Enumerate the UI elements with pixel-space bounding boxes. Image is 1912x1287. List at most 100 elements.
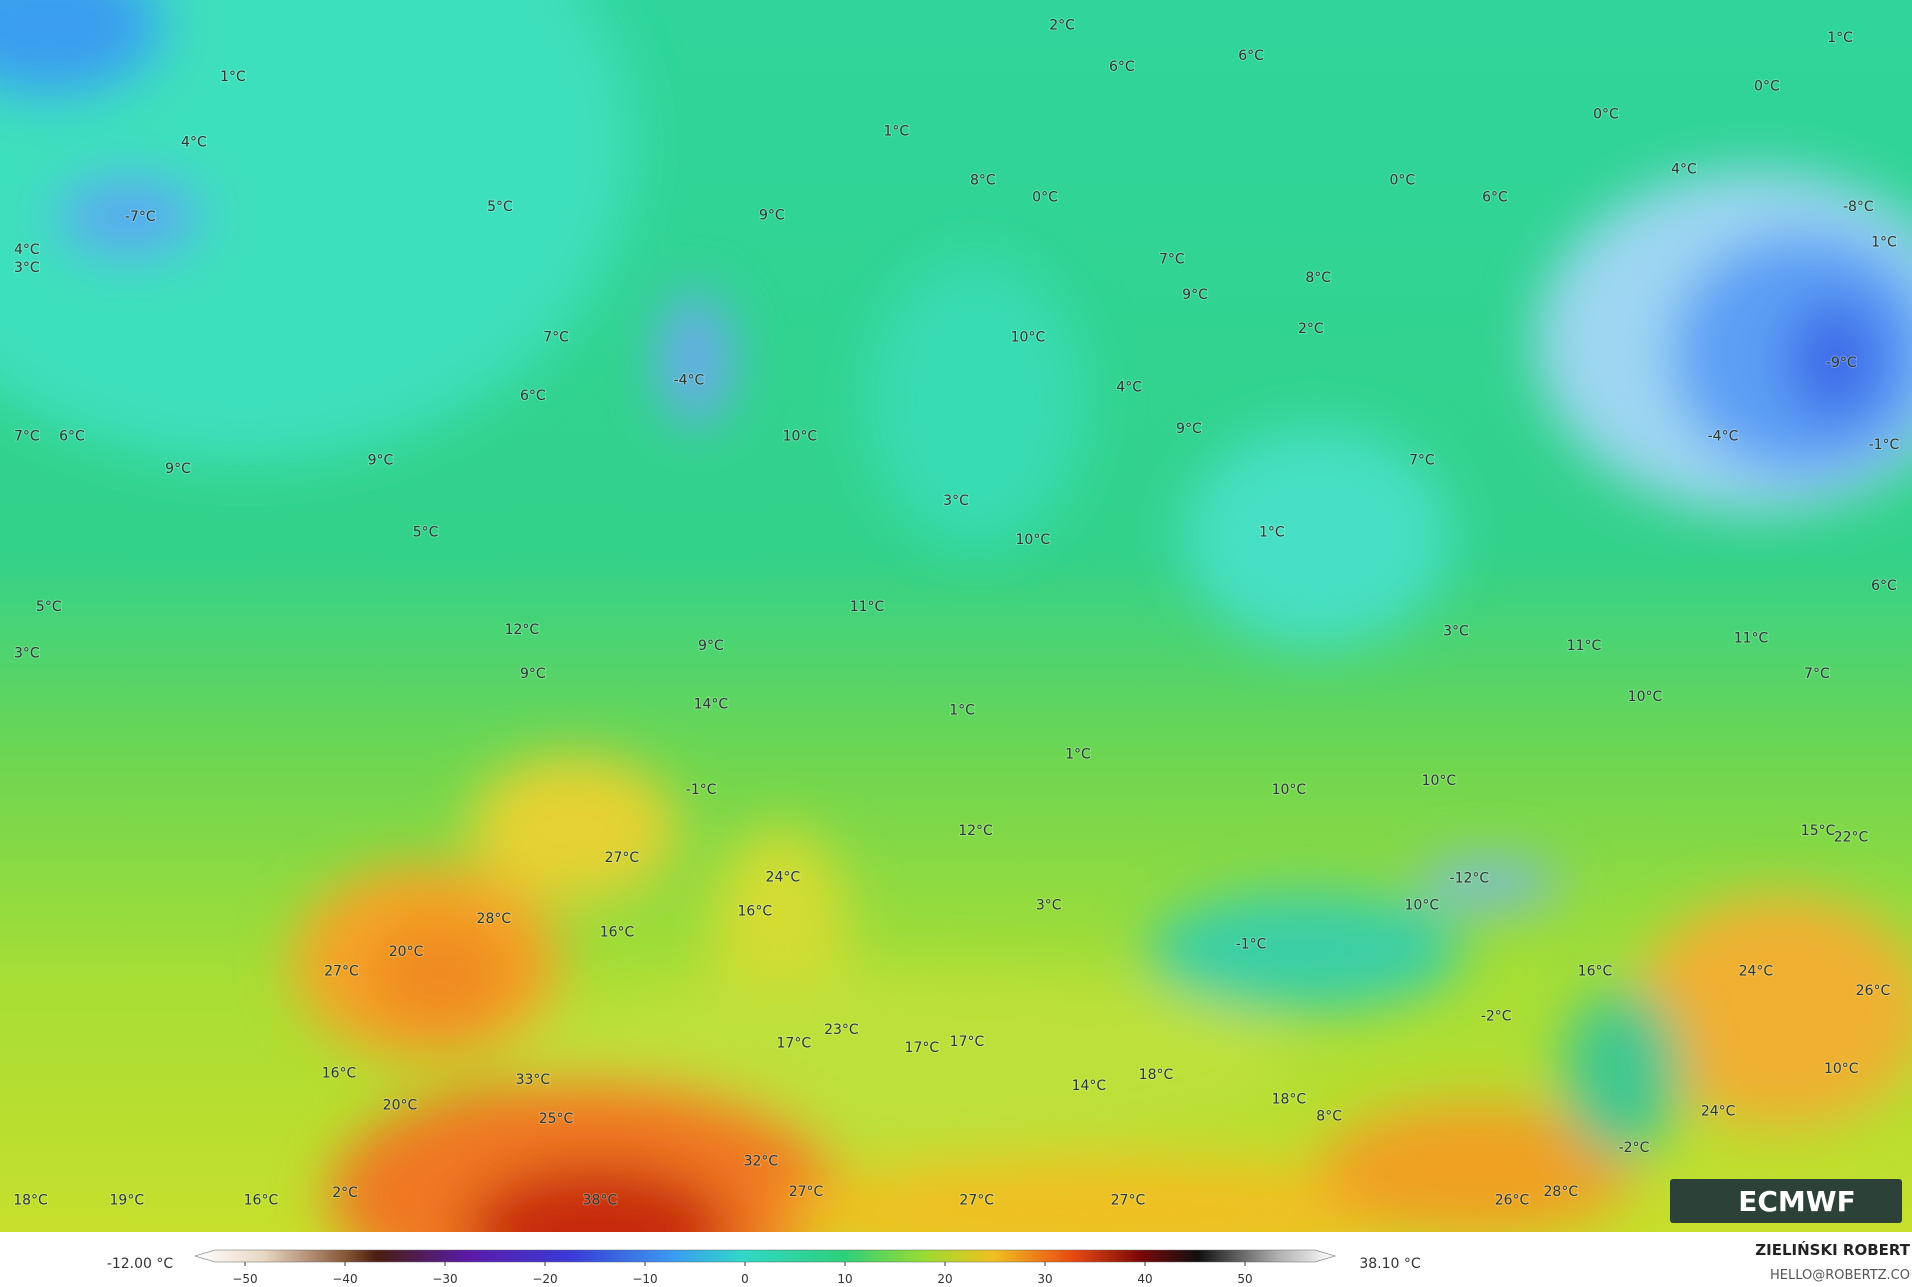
temperature-label: 3°C [943,493,969,509]
temperature-label: -1°C [1236,937,1267,953]
temperature-label: 27°C [959,1192,994,1208]
temperature-label: -2°C [1481,1008,1512,1024]
temperature-label: 24°C [766,870,801,886]
temperature-label: 0°C [1389,172,1415,188]
temperature-label: 20°C [389,944,424,960]
colorbar-tick-label: −10 [632,1272,657,1286]
temperature-label: 7°C [1159,252,1185,268]
temperature-label: 8°C [1305,270,1331,286]
temperature-label: 24°C [1739,963,1774,979]
colorbar-tick-label: −20 [532,1272,557,1286]
temperature-label: 7°C [1804,666,1830,682]
temperature-label: 1°C [1827,30,1853,46]
min-label: -12.00 °C [107,1256,174,1272]
colorbar [193,1249,1337,1263]
temperature-label: 10°C [1016,532,1051,548]
temperature-label: 1°C [1065,746,1091,762]
temperature-label: 9°C [1176,421,1202,437]
temperature-label: 7°C [1409,453,1435,469]
temperature-label: 15°C [1801,823,1836,839]
temperature-label: 3°C [14,645,40,661]
temperature-label: 3°C [1036,898,1062,914]
temperature-label: 10°C [1628,689,1663,705]
temperature-label: 8°C [1316,1108,1342,1124]
temperature-label: 2°C [1298,321,1324,337]
temperature-label: 33°C [516,1072,551,1088]
temperature-label: 1°C [1871,235,1897,251]
temperature-label: 1°C [1259,525,1285,541]
temperature-label: 14°C [694,696,729,712]
colorbar-tick-label: 40 [1137,1272,1152,1286]
temperature-label: 11°C [850,599,885,615]
temperature-label: -1°C [1869,437,1900,453]
temperature-label: 5°C [36,599,62,615]
temperature-label: 28°C [477,911,512,927]
colorbar-ticks: −50 −40 −30 −20 −10 0 10 20 30 40 50 [232,1262,1253,1286]
temperature-label: 10°C [1011,330,1046,346]
temperature-label: 27°C [789,1184,824,1200]
temperature-label: 18°C [1139,1067,1174,1083]
logo-box [1670,1179,1902,1223]
temperature-label: 6°C [59,428,85,444]
ecmwf-logo: ECMWF [1670,1179,1902,1223]
temperature-label: 7°C [14,428,40,444]
temperature-label: 16°C [244,1192,279,1208]
temperature-label: 18°C [1272,1091,1307,1107]
temperature-label: -7°C [125,209,156,225]
temperature-label: 2°C [1049,18,1075,34]
temperature-label: 16°C [322,1066,357,1082]
temperature-label: 9°C [165,461,191,477]
temperature-label: 28°C [1544,1184,1579,1200]
temperature-label: -9°C [1826,355,1857,371]
temperature-label: 32°C [744,1153,779,1169]
colorbar-tick-label: 20 [937,1272,952,1286]
temperature-label: 11°C [1734,631,1769,647]
colorbar-tick-label: 0 [741,1272,749,1286]
temperature-label: 11°C [1567,638,1602,654]
temperature-label: 14°C [1072,1078,1107,1094]
temperature-label: -2°C [1619,1140,1650,1156]
temperature-label: 16°C [1578,963,1613,979]
temperature-label: 5°C [487,199,513,215]
temperature-label: 17°C [905,1040,940,1056]
temperature-label: 9°C [759,208,785,224]
temperature-label: 24°C [1701,1104,1736,1120]
temperature-label: 10°C [1272,782,1307,798]
temperature-label: 12°C [958,823,993,839]
max-label: 38.10 °C [1359,1256,1421,1272]
temperature-label: 4°C [1116,380,1142,396]
temperature-label: 10°C [1422,773,1457,789]
temperature-label: 3°C [14,260,40,276]
temperature-label: 26°C [1856,983,1891,999]
temperature-label: 4°C [14,242,40,258]
temperature-label: 27°C [1111,1192,1146,1208]
temperature-label: 7°C [543,330,569,346]
temperature-label: 0°C [1593,107,1619,123]
temperature-label: 10°C [1824,1061,1859,1077]
temperature-label: -4°C [1708,428,1739,444]
temperature-label: 2°C [332,1185,358,1201]
temperature-label: -1°C [686,782,717,798]
temperature-label: 3°C [1443,623,1469,639]
temperature-label: 0°C [1754,79,1780,95]
temperature-label: 8°C [970,172,996,188]
contact: HELLO@ROBERTZ.CO [1770,1268,1910,1283]
temperature-label: 18°C [13,1192,48,1208]
temperature-label: 25°C [539,1111,574,1127]
temperature-label: 17°C [777,1035,812,1051]
temperature-label: 27°C [605,850,640,866]
temperature-label: 16°C [738,904,773,920]
temperature-label: 27°C [324,963,359,979]
temperature-label: -12°C [1450,871,1490,887]
temperature-label: 17°C [950,1034,985,1050]
colorbar-tick-label: 10 [837,1272,852,1286]
temperature-label: 12°C [505,622,540,638]
temperature-label: 9°C [520,666,546,682]
colorbar-tick-label: −40 [332,1272,357,1286]
temperature-label: 6°C [1871,578,1897,594]
temperature-label: 6°C [1482,189,1508,205]
temperature-label: 6°C [520,388,546,404]
